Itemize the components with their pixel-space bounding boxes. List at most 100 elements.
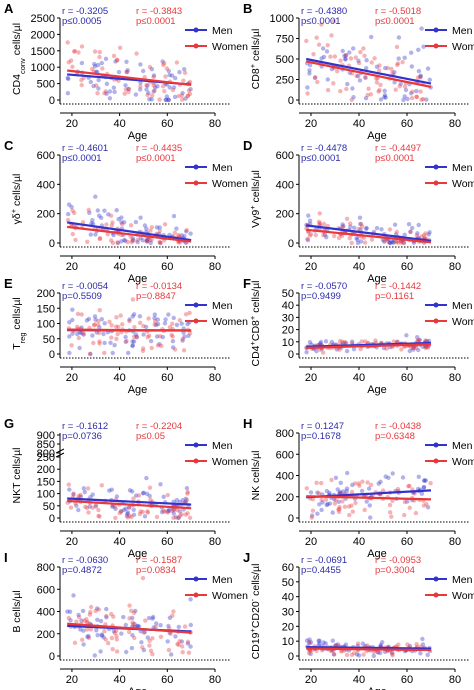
data-point-men xyxy=(325,77,330,82)
data-point-women xyxy=(162,222,168,227)
data-point-women xyxy=(109,335,114,340)
data-point-women xyxy=(95,91,100,96)
data-point-men xyxy=(166,97,171,103)
data-point-men xyxy=(166,97,171,103)
data-point-women xyxy=(94,83,99,88)
data-point-women xyxy=(163,74,168,79)
data-point-men xyxy=(132,621,137,627)
x-tick-label: 80 xyxy=(209,674,221,686)
data-point-men xyxy=(402,232,407,237)
data-point-women xyxy=(149,225,155,230)
regression-line-women xyxy=(306,343,432,349)
data-point-women xyxy=(105,232,110,237)
data-point-women xyxy=(97,308,103,313)
data-point-women xyxy=(154,514,160,520)
stat-men-r: r = -0.0570 xyxy=(301,281,347,292)
legend-marker-men xyxy=(193,302,199,308)
data-point-women xyxy=(81,331,86,336)
data-point-women xyxy=(157,239,162,245)
data-point-women xyxy=(158,634,164,639)
y-tick-label: 200 xyxy=(276,492,294,504)
data-point-women xyxy=(363,74,368,80)
data-point-women xyxy=(109,323,114,328)
data-point-men xyxy=(81,628,86,633)
data-point-men xyxy=(81,486,87,491)
data-point-women xyxy=(317,222,322,227)
data-point-men xyxy=(166,623,171,629)
stat-women-r: r = -0.3843 xyxy=(136,6,182,17)
data-point-men xyxy=(188,622,193,628)
data-point-women xyxy=(402,84,408,89)
data-point-women xyxy=(353,55,358,60)
data-point-men xyxy=(99,215,104,220)
data-point-men xyxy=(90,333,95,338)
data-point-women xyxy=(423,231,428,236)
data-point-men xyxy=(398,81,403,87)
y-tick-label: 0 xyxy=(49,651,55,663)
data-point-men xyxy=(340,222,345,227)
data-point-men xyxy=(141,68,146,74)
legend-label-women: Women xyxy=(452,178,474,190)
data-point-men xyxy=(315,490,320,495)
y-tick-label: 30 xyxy=(282,607,294,619)
data-point-women xyxy=(185,639,191,644)
y-tick-label: 20 xyxy=(282,325,294,337)
data-point-women xyxy=(162,509,167,514)
x-tick-label: 20 xyxy=(66,372,78,384)
data-point-men xyxy=(188,597,193,602)
data-point-men xyxy=(66,202,72,207)
data-point-women xyxy=(145,92,150,98)
data-point-women xyxy=(319,22,324,27)
data-point-men xyxy=(421,44,426,49)
data-point-women xyxy=(184,497,190,503)
data-point-women xyxy=(179,93,184,98)
data-point-women xyxy=(317,221,323,226)
data-point-men xyxy=(378,97,384,102)
data-point-women xyxy=(380,488,386,493)
data-point-women xyxy=(167,325,173,330)
data-point-men xyxy=(139,640,144,645)
data-point-women xyxy=(124,338,129,344)
data-point-men xyxy=(86,316,92,322)
x-tick-label: 60 xyxy=(161,261,173,273)
data-point-women xyxy=(97,514,102,519)
data-point-men xyxy=(374,64,380,70)
data-point-men xyxy=(124,69,129,75)
x-tick-label: 80 xyxy=(449,674,461,686)
y-tick-label: 200 xyxy=(37,629,55,641)
data-point-women xyxy=(390,70,395,76)
x-tick-label: 40 xyxy=(113,261,125,273)
data-point-men xyxy=(188,231,193,236)
data-point-men xyxy=(145,238,150,243)
data-point-men xyxy=(130,633,135,638)
data-point-women xyxy=(73,237,78,243)
data-point-men xyxy=(355,73,361,79)
data-point-men xyxy=(125,510,131,515)
data-point-women xyxy=(186,650,192,655)
data-point-women xyxy=(115,57,120,62)
y-tick-label: 900 xyxy=(37,430,55,442)
data-point-men xyxy=(133,608,138,614)
data-point-men xyxy=(115,240,121,246)
data-point-women xyxy=(76,50,81,55)
data-point-women xyxy=(172,507,177,512)
data-point-men xyxy=(146,90,151,96)
data-point-men xyxy=(110,504,115,509)
y-axis-label: CD19+CD20- cells/µl xyxy=(248,564,263,660)
data-point-women xyxy=(176,642,181,647)
data-point-men xyxy=(324,502,329,508)
data-point-men xyxy=(387,240,392,245)
data-point-women xyxy=(164,66,169,71)
data-point-men xyxy=(343,340,349,346)
data-point-women xyxy=(148,497,153,502)
data-point-men xyxy=(383,65,388,71)
data-point-men xyxy=(154,334,160,339)
data-point-women xyxy=(100,66,105,71)
data-point-women xyxy=(340,499,345,504)
data-point-women xyxy=(344,53,349,58)
data-point-women xyxy=(125,515,131,520)
data-point-women xyxy=(79,82,84,88)
data-point-men xyxy=(422,478,427,483)
data-point-men xyxy=(360,641,366,646)
data-point-men xyxy=(171,315,176,321)
